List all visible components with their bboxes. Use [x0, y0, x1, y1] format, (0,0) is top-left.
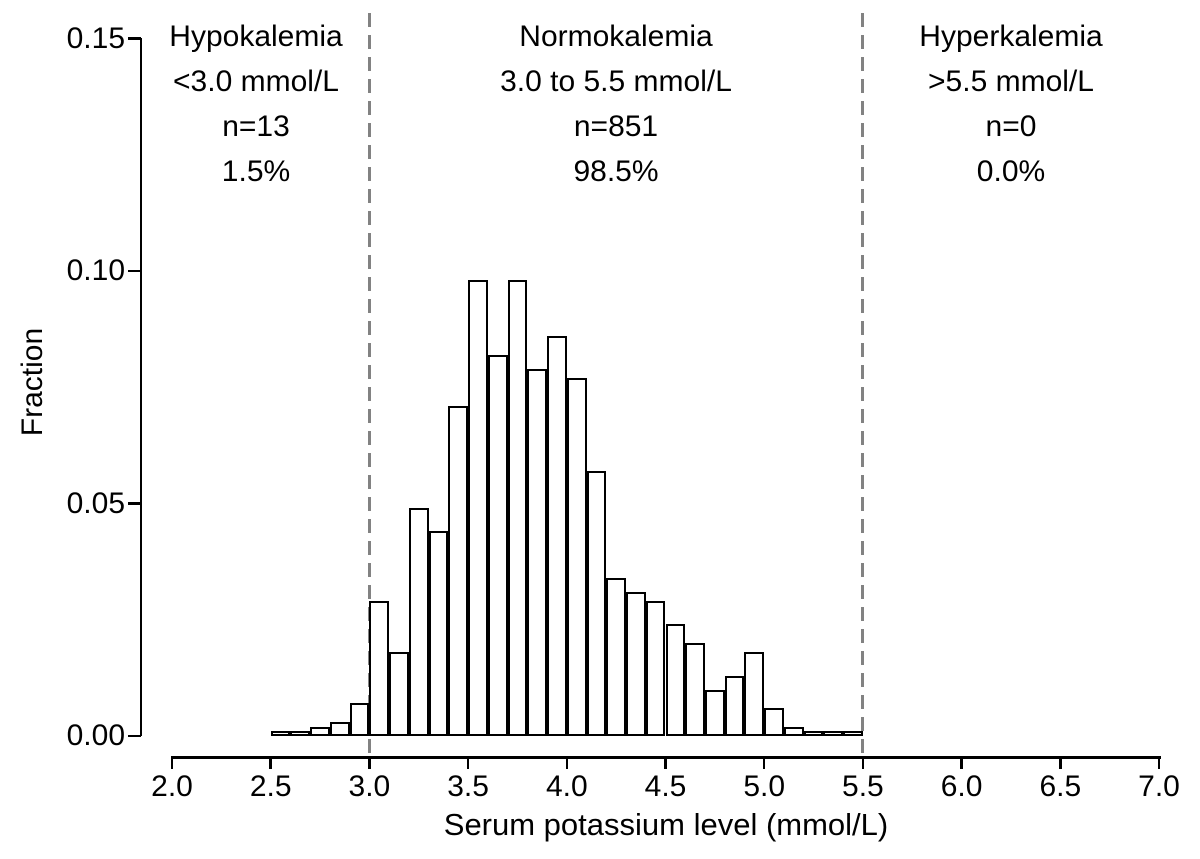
histogram-bar: [586, 470, 607, 736]
x-tick-label: 6.0: [940, 770, 983, 803]
histogram-bar: [606, 577, 626, 736]
histogram-bar: [270, 731, 291, 736]
x-tick-label: 3.5: [447, 770, 489, 803]
y-tick: [128, 734, 141, 738]
histogram-bar: [389, 652, 409, 736]
histogram-bar: [448, 405, 469, 736]
histogram-bar: [329, 722, 350, 736]
histogram-bar: [468, 280, 488, 736]
annotation-normokalemia: Normokalemia 3.0 to 5.5 mmol/L n=851 98.…: [386, 14, 846, 194]
histogram-bar: [566, 377, 587, 736]
x-tick: [960, 756, 963, 769]
y-tick-label: 0.15: [66, 21, 125, 55]
histogram-bar: [626, 591, 646, 736]
annotation-line: n=13: [222, 110, 290, 143]
x-tick: [1059, 756, 1062, 769]
histogram-bar: [803, 731, 824, 736]
histogram-bar: [290, 731, 311, 736]
annotation-hypokalemia: Hypokalemia <3.0 mmol/L n=13 1.5%: [76, 14, 436, 194]
histogram-bar: [685, 643, 705, 736]
y-tick: [128, 37, 141, 40]
histogram-bar: [724, 675, 745, 736]
reference-line: [367, 13, 371, 756]
x-tick: [466, 756, 470, 769]
y-axis-line: [139, 38, 143, 736]
y-tick-label: 0.05: [66, 486, 125, 520]
histogram-bar: [428, 531, 449, 736]
annotation-line: n=0: [985, 110, 1037, 143]
annotation-line: n=851: [573, 110, 659, 143]
histogram-bar: [704, 689, 725, 736]
annotation-line: Hypokalemia: [169, 20, 343, 53]
x-tick-label: 3.0: [348, 770, 391, 803]
y-tick-label: 0.00: [66, 719, 125, 752]
reference-line: [861, 13, 865, 756]
annotation-line: 1.5%: [221, 155, 291, 188]
x-tick: [1157, 756, 1161, 769]
y-tick: [128, 269, 141, 273]
x-axis-title: Serum potassium level (mmol/L): [443, 807, 889, 842]
histogram-bar: [665, 624, 686, 736]
histogram-bar: [843, 731, 863, 736]
x-tick: [269, 756, 272, 769]
annotation-line: 0.0%: [976, 155, 1046, 188]
x-tick-label: 2.5: [249, 770, 292, 803]
x-tick-label: 7.0: [1138, 770, 1180, 803]
histogram-bar: [507, 280, 528, 736]
histogram-bar: [487, 354, 508, 736]
x-tick-label: 6.5: [1039, 770, 1082, 803]
x-tick: [762, 756, 766, 769]
x-tick-label: 4.5: [644, 770, 687, 803]
annotation-line: >5.5 mmol/L: [928, 65, 1094, 98]
x-tick-label: 5.5: [842, 770, 884, 803]
x-tick: [664, 756, 667, 769]
annotation-line: Hyperkalemia: [919, 20, 1103, 53]
x-tick: [368, 756, 371, 769]
y-tick: [128, 502, 141, 505]
annotation-line: Normokalemia: [519, 20, 713, 53]
histogram-bar: [764, 708, 784, 736]
x-tick-label: 5.0: [743, 770, 786, 803]
annotation-line: 3.0 to 5.5 mmol/L: [500, 65, 732, 98]
histogram-bar: [527, 368, 548, 736]
histogram-bar: [645, 601, 666, 736]
x-tick: [565, 756, 569, 769]
histogram-bar: [547, 336, 567, 736]
histogram-bar: [369, 601, 390, 736]
x-tick: [170, 756, 174, 769]
annotation-line: <3.0 mmol/L: [173, 65, 339, 98]
histogram-bar: [349, 703, 370, 736]
histogram-bar: [408, 508, 429, 736]
histogram-bar: [823, 731, 844, 736]
x-tick: [861, 756, 865, 769]
histogram-bar: [783, 726, 804, 736]
annotation-line: 98.5%: [573, 155, 659, 188]
histogram-bar: [744, 652, 765, 736]
annotation-hyperkalemia: Hyperkalemia >5.5 mmol/L n=0 0.0%: [831, 14, 1191, 194]
histogram-bar: [310, 726, 330, 736]
y-tick-label: 0.10: [66, 254, 125, 287]
x-tick-label: 2.0: [151, 770, 193, 803]
x-tick-label: 4.0: [545, 770, 588, 803]
